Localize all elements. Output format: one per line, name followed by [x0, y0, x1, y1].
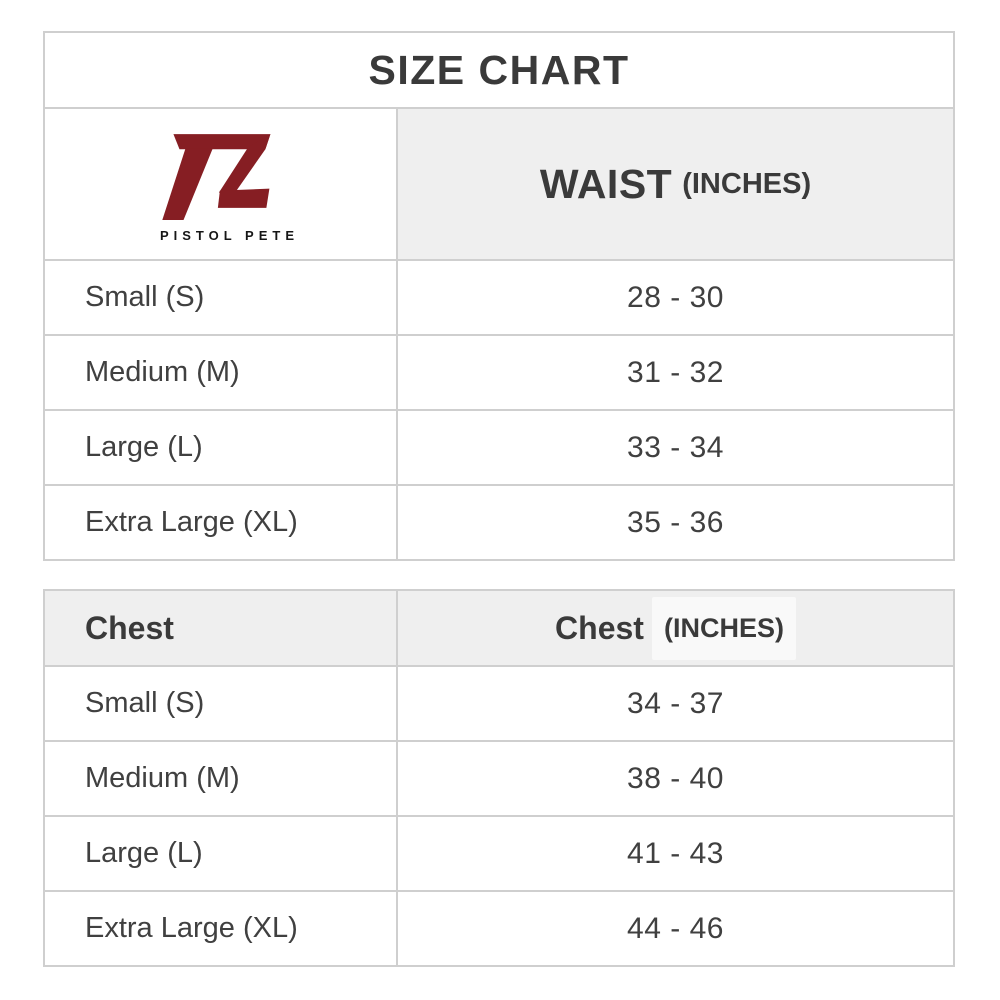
chest-header-cell: Chest (INCHES) — [398, 591, 953, 665]
size-label: Extra Large (XL) — [85, 506, 298, 538]
range-value: 41 - 43 — [627, 836, 724, 870]
range-value: 35 - 36 — [627, 505, 724, 539]
table-row: Medium (M) 31 - 32 — [45, 334, 953, 409]
waist-header-unit: (INCHES) — [682, 167, 812, 200]
range-value: 33 - 34 — [627, 430, 724, 464]
range-value: 28 - 30 — [627, 280, 724, 314]
size-cell: Medium (M) — [45, 336, 398, 409]
size-chart-title-row: SIZE CHART — [45, 33, 953, 107]
table-row: Extra Large (XL) 35 - 36 — [45, 484, 953, 559]
waist-header-cell: WAIST (INCHES) — [398, 109, 953, 259]
pistol-pete-logo-icon — [161, 133, 270, 220]
table-row: Extra Large (XL) 44 - 46 — [45, 890, 953, 965]
range-cell: 41 - 43 — [398, 817, 953, 890]
logo-two-base — [217, 188, 269, 208]
size-cell: Extra Large (XL) — [45, 892, 398, 965]
chest-header-label: Chest — [555, 609, 644, 646]
range-value: 31 - 32 — [627, 355, 724, 389]
waist-table-header-row: PISTOL PETE WAIST (INCHES) — [45, 107, 953, 259]
chest-header-left-cell: Chest — [45, 591, 398, 665]
logo-left-diagonal — [161, 147, 213, 220]
table-row: Small (S) 34 - 37 — [45, 665, 953, 740]
chest-header-left-label: Chest — [85, 609, 174, 646]
size-cell: Extra Large (XL) — [45, 486, 398, 559]
range-cell: 35 - 36 — [398, 486, 953, 559]
size-label: Small (S) — [85, 687, 205, 719]
size-label: Large (L) — [85, 837, 203, 869]
range-cell: 44 - 46 — [398, 892, 953, 965]
table-row: Large (L) 33 - 34 — [45, 409, 953, 484]
logo-two-diagonal — [218, 133, 270, 193]
range-cell: 34 - 37 — [398, 667, 953, 740]
size-label: Medium (M) — [85, 356, 240, 388]
size-cell: Large (L) — [45, 411, 398, 484]
brand-logo: PISTOL PETE — [154, 126, 306, 243]
range-value: 38 - 40 — [627, 761, 724, 795]
table-row: Medium (M) 38 - 40 — [45, 740, 953, 815]
size-cell: Small (S) — [45, 667, 398, 740]
size-cell: Large (L) — [45, 817, 398, 890]
chest-header-unit: (INCHES) — [651, 596, 796, 660]
range-cell: 38 - 40 — [398, 742, 953, 815]
size-cell: Small (S) — [45, 261, 398, 334]
size-label: Large (L) — [85, 431, 203, 463]
size-cell: Medium (M) — [45, 742, 398, 815]
size-label: Small (S) — [85, 281, 205, 313]
size-label: Medium (M) — [85, 762, 240, 794]
range-value: 34 - 37 — [627, 686, 724, 720]
brand-name: PISTOL PETE — [159, 227, 300, 243]
range-value: 44 - 46 — [627, 911, 724, 945]
range-cell: 33 - 34 — [398, 411, 953, 484]
table-row: Large (L) 41 - 43 — [45, 815, 953, 890]
waist-header-label: WAIST — [539, 160, 673, 207]
chest-size-table: Chest Chest (INCHES) Small (S) 34 - 37 M… — [43, 589, 955, 967]
size-label: Extra Large (XL) — [85, 912, 298, 944]
range-cell: 31 - 32 — [398, 336, 953, 409]
waist-size-table: SIZE CHART PISTOL PETE WAIST (INCHES) Sm… — [43, 31, 955, 561]
range-cell: 28 - 30 — [398, 261, 953, 334]
chest-table-header-row: Chest Chest (INCHES) — [45, 591, 953, 665]
size-chart-title: SIZE CHART — [368, 46, 630, 93]
logo-top-bar — [172, 133, 270, 149]
table-row: Small (S) 28 - 30 — [45, 259, 953, 334]
brand-cell: PISTOL PETE — [45, 109, 398, 259]
